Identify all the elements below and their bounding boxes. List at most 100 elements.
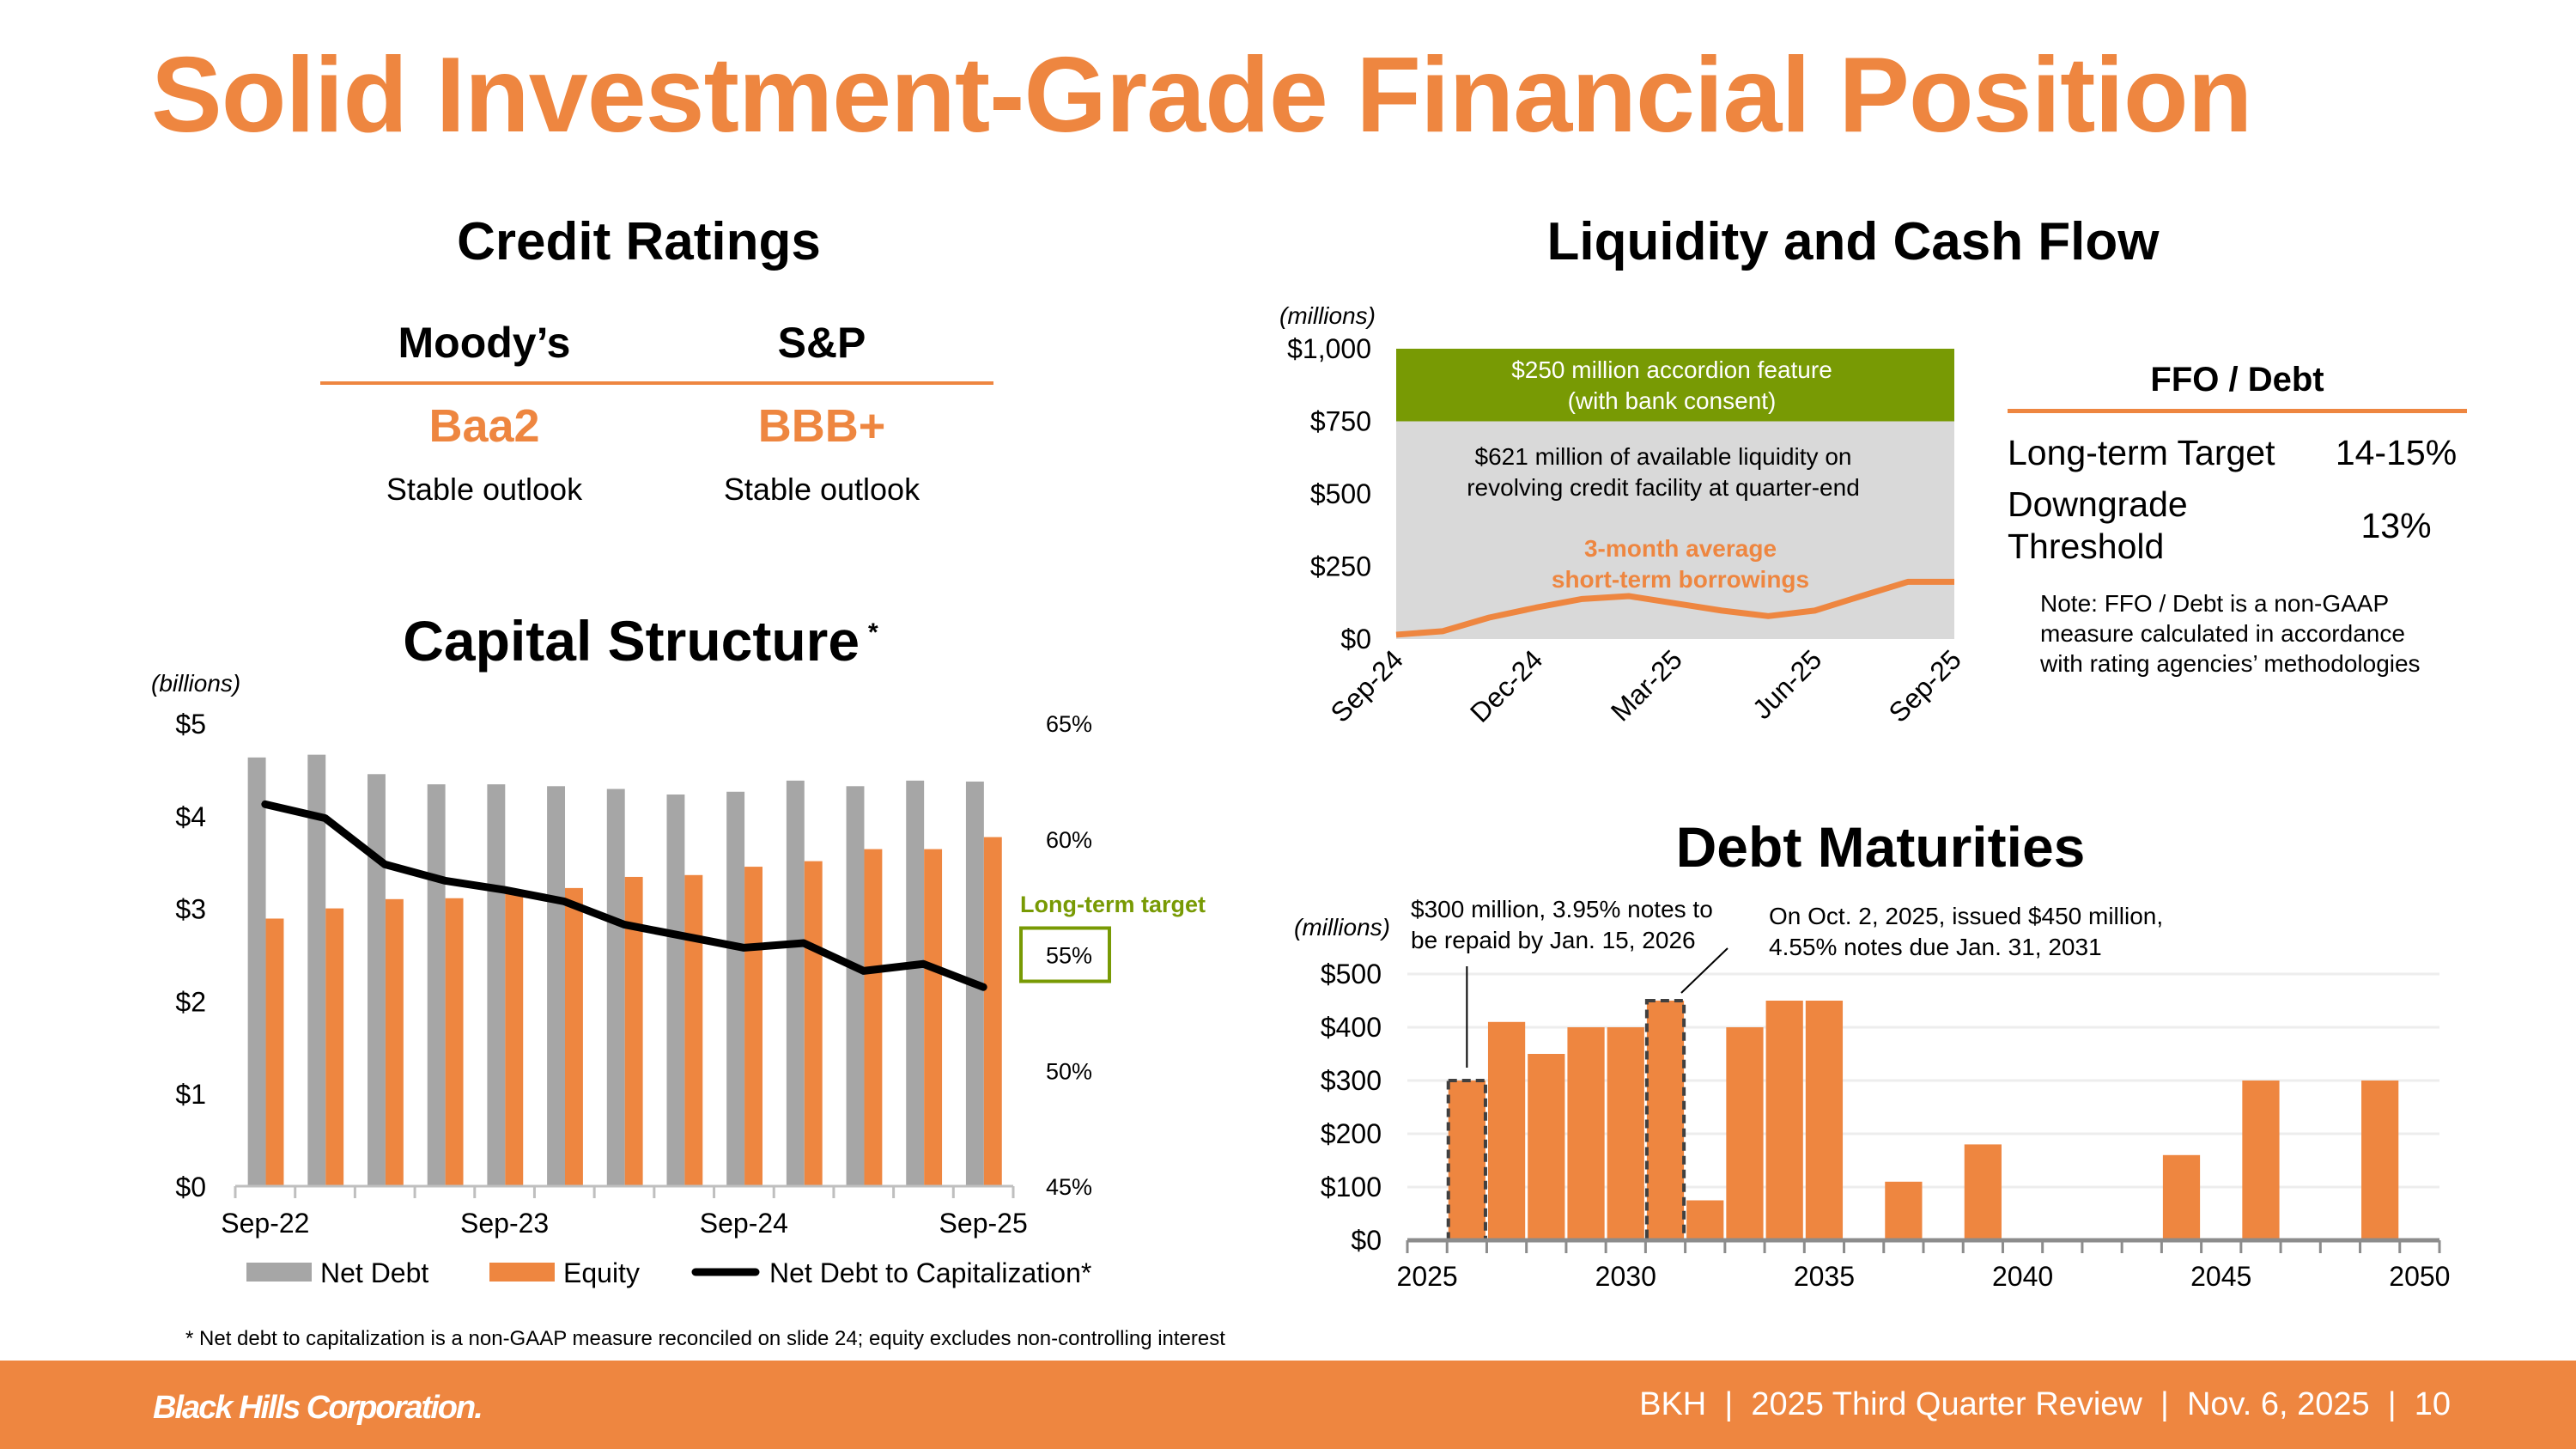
long-term-target-box <box>1019 926 1111 983</box>
ffo-row-label: Downgrade Threshold <box>2008 484 2188 566</box>
ffo-note: Note: FFO / Debt is a non-GAAP measure c… <box>2040 590 2421 677</box>
x-tick-label: Sep-22 <box>221 1208 309 1239</box>
equity-bar <box>864 849 883 1186</box>
y2-tick-label: 65% <box>1046 711 1092 737</box>
maturity-bar <box>2162 1154 2201 1240</box>
y-tick-label: $750 <box>1310 406 1371 437</box>
equity-bar <box>385 898 404 1186</box>
debt-unit-label: (millions) <box>1294 914 1390 941</box>
net-debt-bar <box>368 774 386 1186</box>
maturity-bar <box>1964 1144 2002 1240</box>
x-tick-label: Sep-24 <box>700 1208 788 1239</box>
net-debt-bar <box>307 754 326 1186</box>
moodys-rating: Baa2 <box>428 400 540 452</box>
y-tick-label: $300 <box>1321 1065 1382 1096</box>
accordion-label: (with bank consent) <box>1568 387 1777 414</box>
maturity-bar <box>1528 1054 1565 1240</box>
long-term-target-label: Long-term target <box>1020 892 1206 917</box>
ffo-row-value: 14-15% <box>2335 432 2458 472</box>
y-tick-label: $400 <box>1321 1012 1382 1043</box>
sp-outlook: Stable outlook <box>723 472 920 507</box>
ratings-divider <box>320 381 993 385</box>
net-debt-bar <box>606 788 625 1186</box>
maturity-bar <box>1765 1001 1803 1240</box>
maturity-bar <box>1646 1001 1685 1240</box>
sp-header: S&P <box>777 319 866 367</box>
footnote-marker: * <box>868 618 878 647</box>
equity-bar <box>924 849 943 1186</box>
net-debt-bar <box>906 780 925 1186</box>
maturity-bar <box>1726 1027 1764 1240</box>
accordion-label: $250 million accordion feature <box>1511 356 1832 383</box>
legend-label-net-debt-to-cap: Net Debt to Capitalization* <box>769 1257 1091 1288</box>
ffo-row-value: 13% <box>2360 505 2432 545</box>
net-debt-bar <box>786 780 805 1186</box>
net-debt-bar <box>547 786 566 1186</box>
liquidity-heading: Liquidity and Cash Flow <box>1546 212 2160 271</box>
y-tick-label: $0 <box>1351 1225 1382 1256</box>
capital-unit-label: (billions) <box>151 670 241 697</box>
x-tick-label: 2050 <box>2389 1261 2450 1292</box>
ffo-debt-table: FFO / Debt Long-term Target 14-15% Downg… <box>2008 361 2467 679</box>
footer-bar <box>0 1361 2576 1449</box>
y-tick-label: $500 <box>1310 478 1371 509</box>
maturity-bar <box>2361 1081 2399 1240</box>
equity-bar <box>265 918 284 1186</box>
y-tick-label: $500 <box>1321 959 1382 989</box>
maturity-bar <box>1885 1181 1923 1240</box>
credit-ratings-heading: Credit Ratings <box>457 212 821 271</box>
equity-bar <box>983 837 1002 1186</box>
net-debt-to-cap-line <box>261 800 987 991</box>
maturity-bar <box>1567 1027 1605 1240</box>
annotation-leader-line <box>1680 947 1728 994</box>
ffo-row: Downgrade Threshold 13% <box>2008 478 2467 573</box>
x-tick-label: 2025 <box>1397 1261 1458 1292</box>
net-debt-bar <box>726 791 745 1186</box>
capital-structure-title: Capital Structure <box>403 609 860 673</box>
y2-tick-label: 60% <box>1046 827 1092 853</box>
net-debt-bar <box>487 784 506 1186</box>
y-tick-label: $0 <box>1340 624 1371 654</box>
credit-facility-label: revolving credit facility at quarter-end <box>1467 474 1860 501</box>
ffo-row: Long-term Target 14-15% <box>2008 427 2467 478</box>
maturity-bar <box>1607 1027 1644 1240</box>
accordion-band <box>1396 349 1954 422</box>
equity-bar <box>565 887 583 1186</box>
maturity-bar <box>1686 1200 1724 1240</box>
ffo-divider <box>2008 409 2467 413</box>
legend-label-net-debt: Net Debt <box>320 1257 428 1288</box>
equity-bar <box>445 898 464 1186</box>
ffo-row-label: Long-term Target <box>2008 432 2275 472</box>
y-tick-label: $3 <box>175 894 206 925</box>
y-tick-label: $5 <box>175 709 206 740</box>
maturity-bar <box>1448 1081 1485 1240</box>
capital-structure-heading: Capital Structure * <box>403 608 878 673</box>
moodys-header: Moody’s <box>398 319 571 367</box>
footer-text: BKH | 2025 Third Quarter Review | Nov. 6… <box>1639 1386 2451 1422</box>
x-tick-label: 2035 <box>1794 1261 1855 1292</box>
sp-rating: BBB+ <box>757 400 886 452</box>
maturity-bar <box>2242 1081 2280 1240</box>
page-title: Solid Investment-Grade Financial Positio… <box>151 36 2252 155</box>
y-tick-label: $1 <box>175 1079 206 1110</box>
ffo-debt-heading: FFO / Debt <box>2150 361 2324 399</box>
borrowings-label: short-term borrowings <box>1552 566 1809 593</box>
liquidity-unit-label: (millions) <box>1279 302 1376 329</box>
annotation-2026-text: $300 million, 3.95% notes to <box>1411 896 1713 922</box>
annotation-2031-text: On Oct. 2, 2025, issued $450 million, <box>1769 903 2163 929</box>
equity-bar <box>744 867 762 1186</box>
legend-swatch-equity <box>489 1263 555 1282</box>
y-tick-label: $250 <box>1310 551 1371 582</box>
footnote: * Net debt to capitalization is a non-GA… <box>185 1327 1225 1350</box>
borrowings-label: 3-month average <box>1584 535 1777 562</box>
borrowings-line <box>1395 578 1954 638</box>
credit-facility-label: $621 million of available liquidity on <box>1475 443 1852 470</box>
highlighted-bar-outline <box>1446 1079 1487 1242</box>
equity-bar <box>624 876 643 1186</box>
x-tick-label: Sep-25 <box>1883 643 1967 728</box>
y2-tick-label: 50% <box>1046 1058 1092 1084</box>
company-logo: Black Hills Corporation. <box>153 1390 483 1426</box>
x-tick-label: 2030 <box>1595 1261 1656 1292</box>
annotation-2031-text: 4.55% notes due Jan. 31, 2031 <box>1769 934 2102 960</box>
